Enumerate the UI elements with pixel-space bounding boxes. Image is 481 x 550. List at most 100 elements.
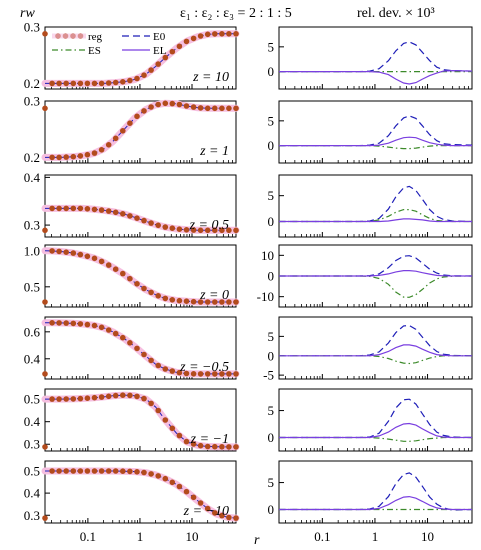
right-panel-frame: [278, 174, 473, 238]
reg-point: [176, 297, 183, 304]
series-el-line: [279, 69, 473, 85]
z-value-label: z = −1: [190, 432, 229, 447]
reg-point: [226, 444, 232, 450]
left-panel-frame: [44, 100, 237, 164]
reg-point: [176, 101, 183, 108]
left-y-tick-label: 0.3: [24, 20, 40, 35]
reg-point: [212, 443, 218, 450]
reg-point: [190, 441, 197, 447]
series-e0-line: [279, 41, 473, 73]
reg-point: [197, 227, 204, 234]
reg-point: [127, 120, 133, 126]
reg-point: [183, 103, 190, 109]
reg-point: [162, 224, 169, 230]
reg-point: [98, 468, 105, 474]
reg-point: [204, 105, 211, 112]
left-y-tick-label: 0.3: [24, 94, 40, 109]
reg-point: [127, 213, 133, 219]
reg-point: [226, 31, 232, 37]
reg-point: [134, 393, 140, 400]
reg-point: [49, 320, 55, 326]
left-y-tick-label: 0.3: [24, 508, 40, 523]
left-y-tick-label: 0.5: [24, 279, 40, 294]
reg-point: [226, 105, 232, 112]
reg-point: [169, 425, 176, 432]
reg-point: [169, 48, 176, 55]
reg-point: [155, 293, 161, 299]
reg-point: [169, 225, 176, 231]
left-y-tick-label: 1.0: [24, 243, 40, 258]
reg-point: [70, 250, 77, 256]
reg-point: [176, 226, 183, 232]
right-panel-frame: [278, 316, 473, 380]
reg-point: [233, 515, 239, 521]
right-panel-frame: [278, 100, 473, 164]
left-y-tick-label: 0.4: [24, 486, 41, 501]
reg-point: [127, 340, 133, 346]
right-y-tick-label: 0: [268, 348, 275, 363]
right-panel-frame: [278, 460, 473, 524]
reg-point: [226, 299, 232, 305]
reg-point: [42, 371, 48, 377]
reg-point: [162, 54, 169, 61]
reg-point: [70, 468, 77, 474]
reg-point: [84, 80, 91, 87]
reg-point: [98, 324, 105, 331]
reg-point: [42, 31, 48, 37]
reg-point: [70, 205, 77, 212]
right-y-tick-label: 0: [268, 502, 275, 517]
panel-3: 0.3 0.4 z = 0.5 0 5: [24, 170, 473, 238]
reg-point: [141, 285, 147, 292]
reg-point: [42, 227, 48, 234]
reg-point: [120, 334, 126, 341]
left-y-tick-label: 0.4: [24, 351, 41, 366]
reg-point: [204, 443, 211, 450]
reg-point: [91, 80, 98, 87]
reg-point: [169, 297, 176, 303]
reg-point: [155, 407, 161, 414]
z-value-label: z = −0.5: [179, 360, 229, 375]
reg-point: [190, 298, 197, 305]
reg-point: [77, 205, 84, 212]
reg-point: [56, 248, 62, 255]
reg-point: [148, 357, 154, 364]
reg-point: [120, 392, 126, 399]
reg-point: [155, 101, 161, 108]
reg-point: [212, 299, 218, 305]
reg-point: [120, 79, 126, 85]
right-y-tick-label: 0: [268, 430, 275, 445]
reg-point: [219, 512, 225, 519]
reg-point: [84, 395, 91, 402]
reg-point: [219, 444, 225, 450]
reg-point: [176, 432, 183, 439]
reg-point: [141, 108, 147, 114]
reg-point: [77, 80, 84, 87]
right-y-tick-label: 5: [268, 39, 275, 54]
right-y-tick-label: 0: [268, 214, 275, 229]
reg-point: [155, 473, 161, 479]
reg-point: [56, 154, 62, 161]
reg-point: [56, 396, 62, 402]
reg-point: [190, 371, 197, 377]
reg-point: [155, 222, 161, 229]
series-e0-line: [279, 115, 473, 147]
reg-point: [112, 135, 119, 142]
reg-point: [190, 35, 197, 42]
reg-point: [212, 510, 218, 516]
reg-point: [134, 75, 140, 82]
left-y-tick-label: 0.3: [24, 218, 40, 233]
right-y-tick-label: 0: [268, 138, 275, 153]
right-x-tick-label: 0.1: [314, 529, 330, 544]
reg-point: [148, 220, 154, 226]
series-el-line: [279, 422, 472, 439]
reg-point: [56, 320, 62, 326]
reg-point: [112, 209, 119, 216]
reg-point: [176, 43, 183, 50]
reg-point: [105, 327, 112, 333]
series-es-line: [279, 355, 472, 365]
right-y-tick-label: 5: [268, 475, 275, 490]
left-x-tick-label: 10: [186, 529, 199, 544]
z-value-label: z = 1: [199, 144, 229, 159]
reg-point: [134, 469, 140, 475]
